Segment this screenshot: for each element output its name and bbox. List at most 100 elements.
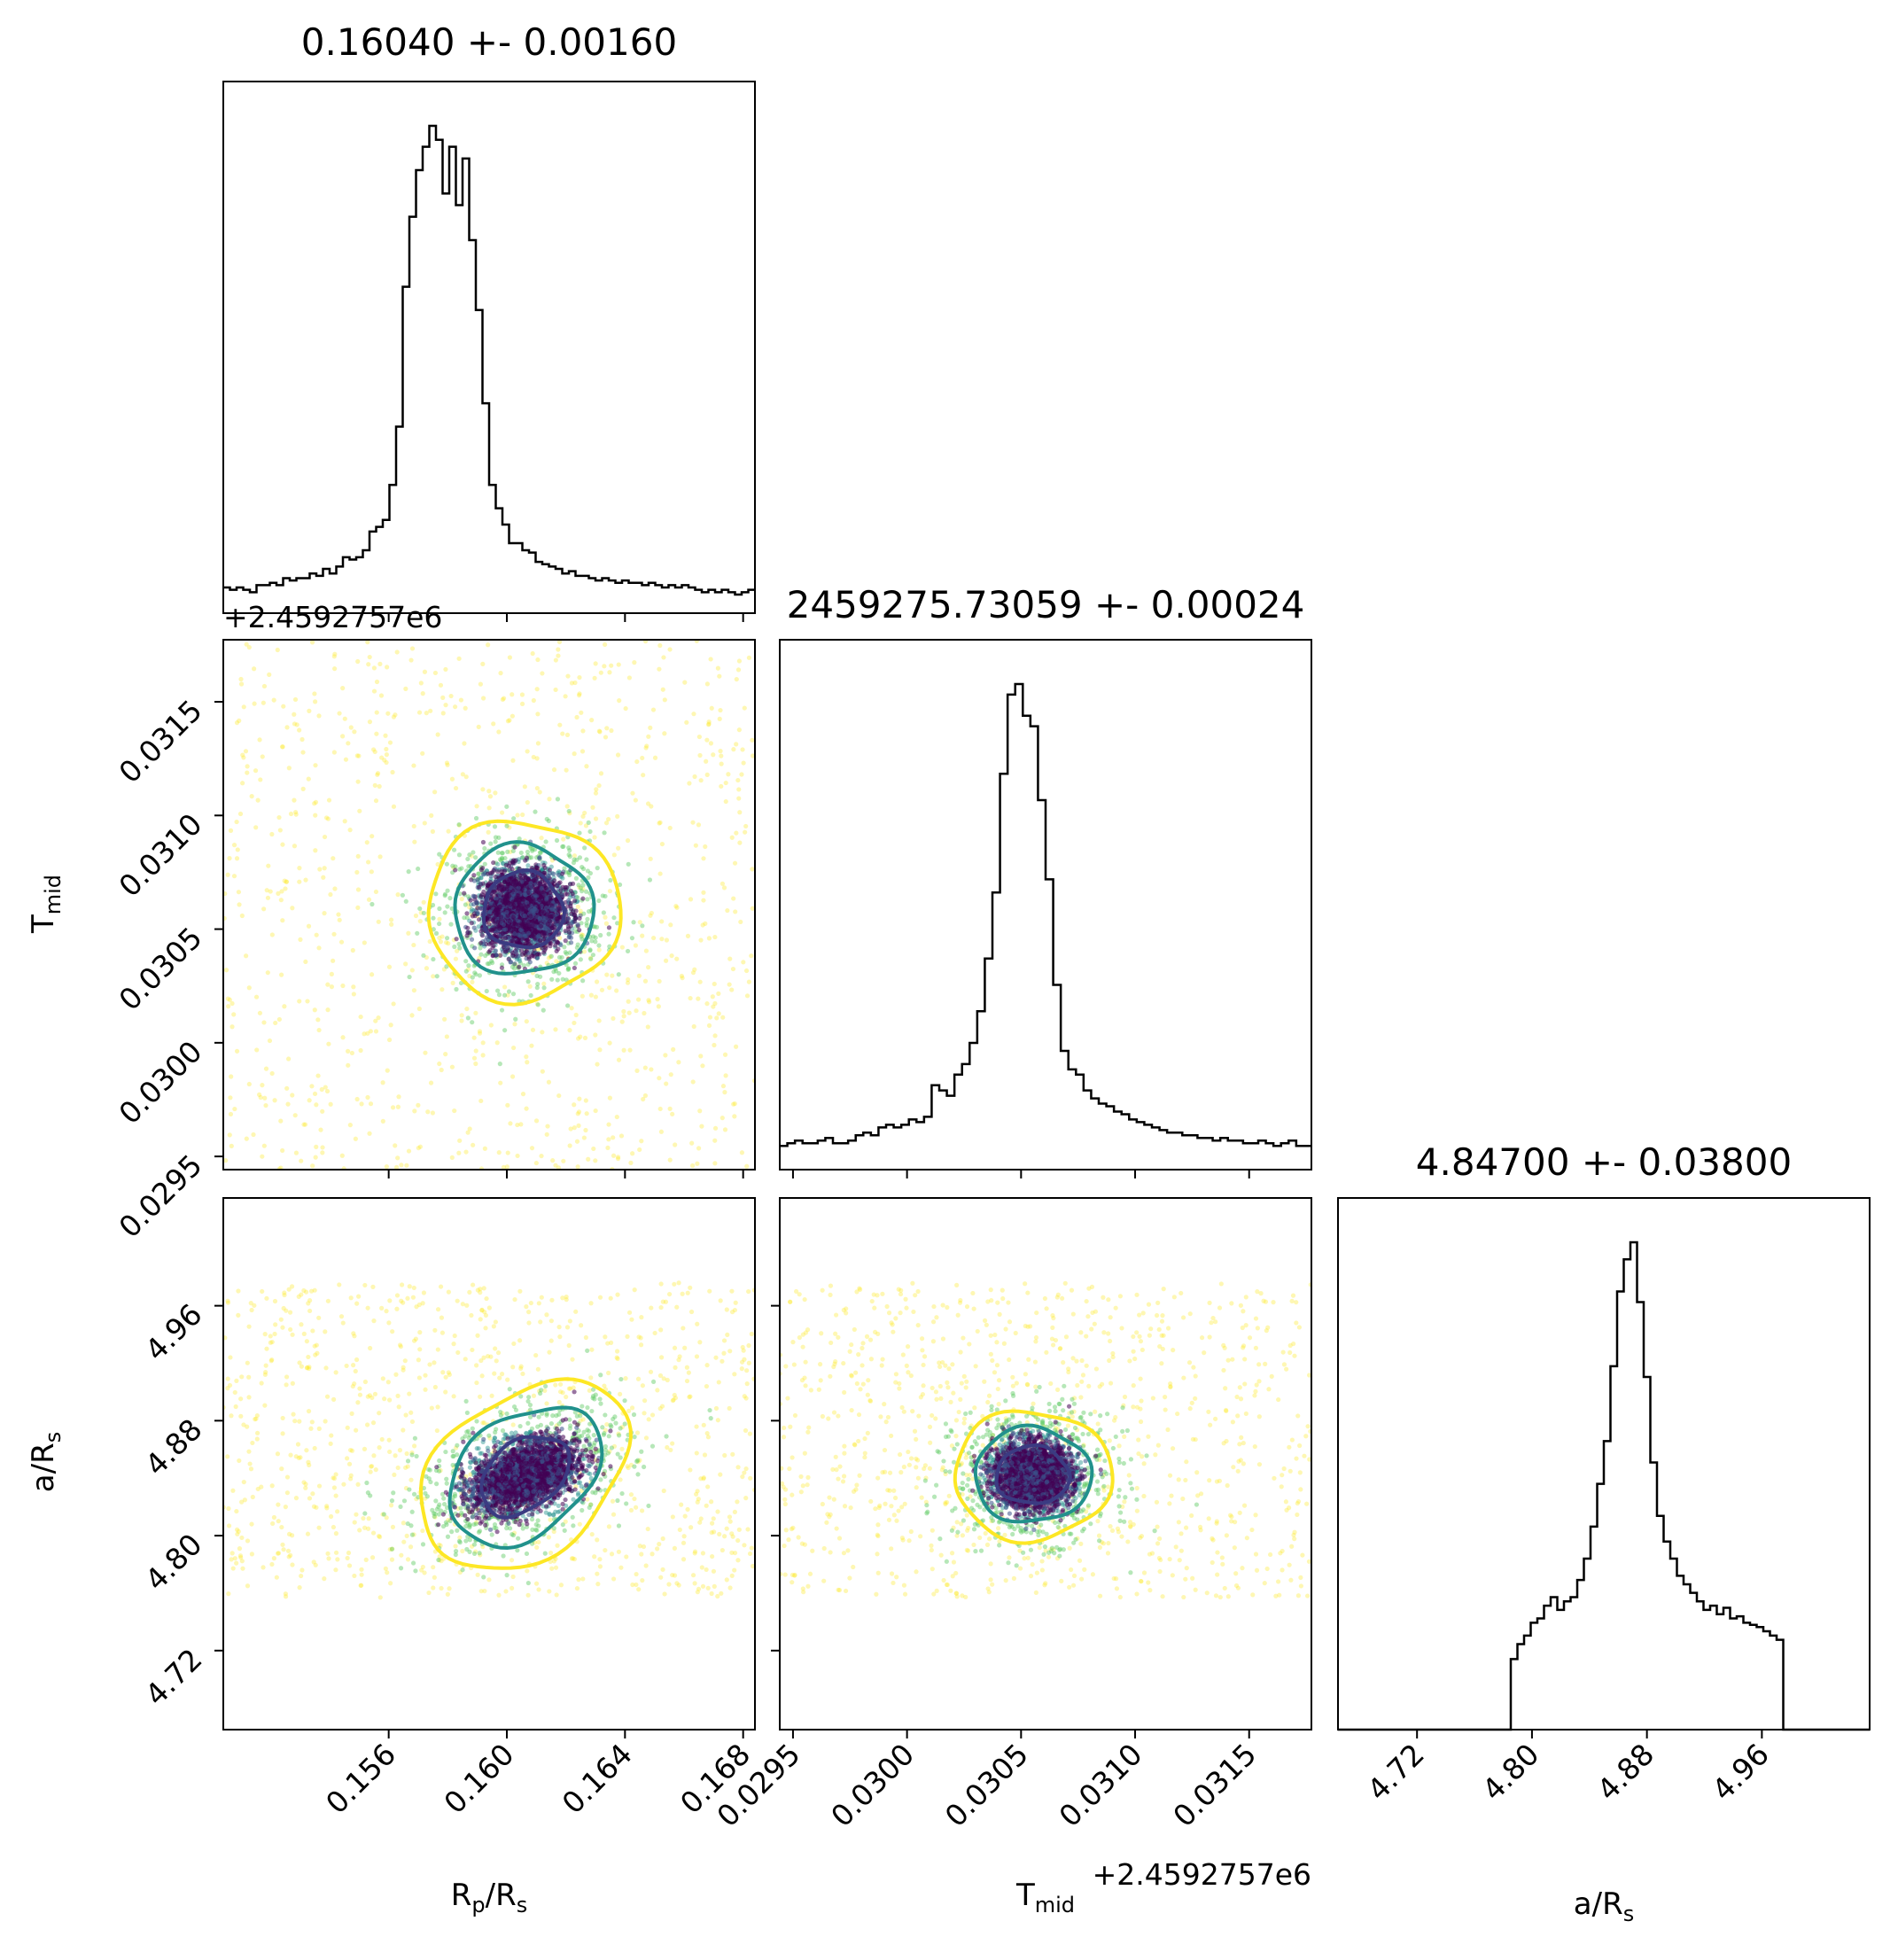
scatter-tmid-vs-rp-point (744, 1163, 750, 1169)
scatter-tmid-vs-rp-point (691, 1023, 696, 1030)
scatter-ars-vs-rp-point (443, 1374, 448, 1380)
scatter-tmid-vs-rp-point (539, 923, 544, 929)
scatter-ars-vs-rp-point (403, 1412, 408, 1418)
scatter-tmid-vs-rp-point (313, 813, 318, 818)
scatter-tmid-vs-rp-point (455, 948, 460, 953)
scatter-tmid-vs-rp-point (226, 1004, 231, 1009)
scatter-tmid-vs-rp-contour-inner (482, 868, 566, 950)
scatter-tmid-vs-rp-point (711, 1004, 716, 1009)
scatter-ars-vs-rp-point (658, 1575, 664, 1580)
scatter-tmid-vs-rp-point (445, 762, 450, 767)
scatter-tmid-vs-rp-point (726, 772, 731, 777)
scatter-tmid-vs-rp-point (643, 745, 649, 751)
scatter-tmid-vs-rp-point (356, 753, 362, 758)
scatter-tmid-vs-rp-point (706, 936, 712, 941)
scatter-ars-vs-rp-point (422, 1570, 427, 1575)
scatter-tmid-vs-rp-point (530, 1027, 536, 1032)
scatter-ars-vs-rp-point (387, 1546, 393, 1552)
scatter-ars-vs-rp-point (597, 1564, 603, 1569)
scatter-tmid-vs-rp-point (533, 1160, 539, 1166)
scatter-tmid-vs-rp-point (585, 916, 590, 922)
scatter-tmid-vs-rp-point (297, 866, 302, 871)
scatter-tmid-vs-rp-point (457, 867, 463, 872)
scatter-ars-vs-rp-point (275, 1451, 281, 1457)
scatter-tmid-vs-rp-point (560, 976, 565, 982)
scatter-tmid-vs-rp-point (464, 1006, 470, 1012)
scatter-tmid-vs-rp-point (309, 640, 315, 645)
scatter-ars-vs-rp-point (440, 1370, 446, 1375)
scatter-tmid-vs-rp-point (279, 972, 284, 977)
scatter-tmid-vs-rp-point (722, 1052, 728, 1057)
scatter-tmid-vs-rp-point (516, 885, 521, 891)
scatter-tmid-vs-rp-point (379, 755, 385, 760)
scatter-tmid-vs-rp-point (657, 1076, 662, 1081)
scatter-tmid-vs-rp-point (463, 705, 468, 711)
scatter-tmid-vs-rp-point (712, 1138, 718, 1143)
scatter-tmid-vs-rp-point (384, 1163, 389, 1170)
scatter-ars-vs-rp-point (588, 1301, 594, 1306)
scatter-tmid-vs-rp-point (442, 910, 447, 915)
scatter-tmid-vs-rp-point (583, 1098, 588, 1103)
scatter-tmid-vs-rp-point (657, 666, 662, 672)
scatter-tmid-vs-rp-point (626, 999, 631, 1004)
scatter-ars-vs-rp-point (616, 1431, 621, 1436)
scatter-ars-vs-rp-point (455, 1298, 460, 1303)
scatter-tmid-vs-rp-point (641, 773, 646, 778)
scatter-tmid-vs-rp-point (742, 705, 747, 711)
scatter-tmid-vs-rp-point (623, 705, 628, 712)
scatter-tmid-vs-rp-point (249, 794, 254, 799)
scatter-tmid-vs-rp-point (306, 776, 311, 782)
scatter-tmid-vs-rp-point (715, 665, 720, 671)
scatter-tmid-vs-rp-point (588, 992, 594, 998)
scatter-tmid-vs-rp-point (423, 1050, 428, 1055)
scatter-ars-vs-rp-point (460, 1548, 465, 1554)
scatter-ars-vs-rp-point (293, 1454, 299, 1459)
scatter-ars-vs-rp-point (681, 1326, 686, 1331)
scatter-ars-vs-rp-point (479, 1308, 485, 1313)
scatter-ars-vs-rp-point (617, 1391, 623, 1396)
scatter-ars-vs-rp-point (742, 1543, 747, 1548)
scatter-ars-vs-rp-point (283, 1594, 289, 1599)
scatter-tmid-vs-rp-point (354, 753, 360, 758)
scatter-tmid-vs-rp-point (603, 921, 610, 926)
scatter-tmid-vs-rp-point (577, 691, 582, 696)
scatter-ars-vs-rp-point (672, 1281, 677, 1287)
scatter-ars-vs-rp-point (386, 1437, 392, 1443)
scatter-tmid-vs-rp-point (267, 1038, 273, 1044)
scatter-tmid-vs-rp-point (354, 869, 360, 875)
scatter-ars-vs-rp-point (566, 1386, 572, 1391)
scatter-tmid-vs-rp-point (739, 1150, 745, 1155)
scatter-tmid-vs-rp-point (646, 998, 651, 1003)
scatter-tmid-vs-rp-point (227, 856, 232, 861)
scatter-tmid-vs-rp-point (453, 956, 459, 961)
scatter-tmid-vs-rp-point (485, 961, 490, 967)
scatter-tmid-vs-rp-point (261, 700, 266, 705)
scatter-tmid-vs-rp-point (704, 758, 709, 764)
scatter-tmid-vs-rp-point (412, 1108, 417, 1114)
scatter-ars-vs-rp-point (305, 1531, 311, 1536)
scatter-ars-vs-rp-point (417, 1330, 423, 1335)
scatter-tmid-vs-rp-point (251, 1132, 256, 1138)
scatter-tmid-vs-rp-point (626, 675, 632, 681)
scatter-tmid-vs-rp-point (316, 1027, 322, 1033)
scatter-tmid-vs-rp-point (692, 967, 697, 972)
scatter-tmid-vs-rp-point (700, 1063, 705, 1069)
scatter-tmid-vs-rp-point (395, 892, 401, 898)
scatter-tmid-vs-rp-point (493, 874, 498, 880)
scatter-tmid-vs-rp-point (477, 906, 483, 911)
scatter-ars-vs-rp-point (282, 1290, 287, 1295)
scatter-tmid-vs-rp-point (252, 666, 257, 672)
scatter-tmid-vs-rp-point (340, 734, 346, 739)
scatter-tmid-vs-rp-point (584, 1111, 589, 1116)
scatter-tmid-vs-rp-point (608, 877, 613, 883)
scatter-tmid-vs-rp-point (260, 1083, 265, 1088)
scatter-tmid-vs-rp-point (502, 936, 509, 941)
scatter-ars-vs-rp-point (278, 1317, 284, 1322)
scatter-tmid-vs-rp-point (560, 884, 565, 890)
scatter-tmid-vs-rp-point (261, 1020, 267, 1025)
scatter-ars-vs-rp-point (557, 1389, 564, 1395)
scatter-tmid-vs-rp-point (555, 916, 560, 922)
scatter-tmid-vs-rp-point (718, 749, 723, 754)
scatter-tmid-vs-rp-point (578, 1034, 583, 1039)
scatter-ars-vs-rp-point (732, 1307, 737, 1313)
